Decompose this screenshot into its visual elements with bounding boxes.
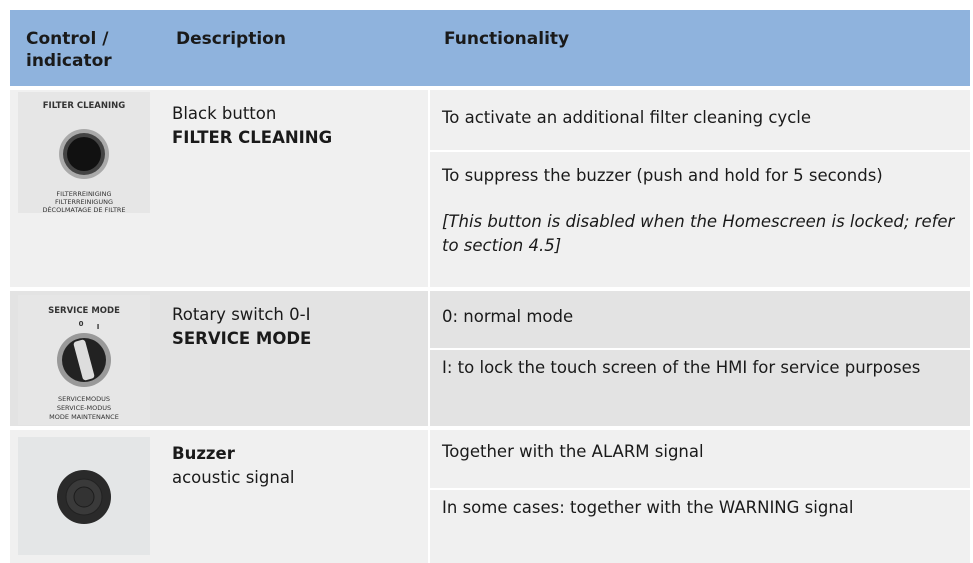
description: Black button bbox=[172, 104, 277, 123]
header-cell: Control / indicator bbox=[10, 10, 160, 86]
function-text: In some cases: together with the WARNING… bbox=[442, 498, 854, 517]
panel-label: MODE MAINTENANCE bbox=[49, 413, 119, 421]
function-cell: I: to lock the touch screen of the HMI f… bbox=[430, 350, 970, 426]
panel-label: DÉCOLMATAGE DE FILTRE bbox=[42, 205, 125, 213]
panel-title: SERVICE MODE bbox=[48, 306, 120, 316]
function-cell: To activate an additional filter cleanin… bbox=[430, 90, 970, 150]
panel-position: I bbox=[97, 323, 100, 331]
panel-image: SERVICE MODE 0 I SERVICEMODUS SERVICE-MO… bbox=[18, 295, 150, 425]
function-cell: Together with the ALARM signal bbox=[430, 430, 970, 488]
header-cell: Functionality bbox=[428, 10, 970, 86]
description: FILTER CLEANING bbox=[172, 128, 333, 147]
description-cell: Rotary switch 0-I SERVICE MODE bbox=[160, 291, 428, 426]
panel-label: FILTERREINIGING bbox=[56, 190, 111, 198]
function-note: [This button is disabled when the Homesc… bbox=[442, 212, 955, 255]
function-text: I: to lock the touch screen of the HMI f… bbox=[442, 358, 921, 377]
description-cell: Buzzer acoustic signal bbox=[160, 430, 428, 563]
panel-label: SERVICEMODUS bbox=[58, 395, 110, 403]
panel-position: 0 bbox=[79, 320, 84, 328]
panel-image bbox=[18, 437, 150, 555]
function-text: To suppress the buzzer (push and hold fo… bbox=[442, 166, 883, 185]
description: acoustic signal bbox=[172, 468, 295, 487]
panel-title: FILTER CLEANING bbox=[43, 101, 126, 111]
description-cell: Black button FILTER CLEANING bbox=[160, 90, 428, 287]
header-text: Functionality bbox=[444, 29, 570, 49]
function-cell: 0: normal mode bbox=[430, 291, 970, 348]
header-text: Control / indicator bbox=[26, 29, 112, 71]
description: SERVICE MODE bbox=[172, 329, 312, 348]
function-cell: In some cases: together with the WARNING… bbox=[430, 490, 970, 563]
panel-label: SERVICE-MODUS bbox=[57, 404, 111, 412]
description: Rotary switch 0-I bbox=[172, 305, 311, 324]
panel-image: FILTER CLEANING FILTERREINIGING FILTERRE… bbox=[18, 92, 150, 213]
panel-label: FILTERREINIGUNG bbox=[55, 198, 113, 206]
function-text: To activate an additional filter cleanin… bbox=[442, 108, 812, 127]
header-text: Description bbox=[176, 29, 286, 49]
function-text: 0: normal mode bbox=[442, 307, 574, 326]
header-cell: Description bbox=[160, 10, 428, 86]
function-cell: To suppress the buzzer (push and hold fo… bbox=[430, 152, 970, 287]
description: Buzzer bbox=[172, 444, 235, 463]
function-text: Together with the ALARM signal bbox=[442, 442, 704, 461]
